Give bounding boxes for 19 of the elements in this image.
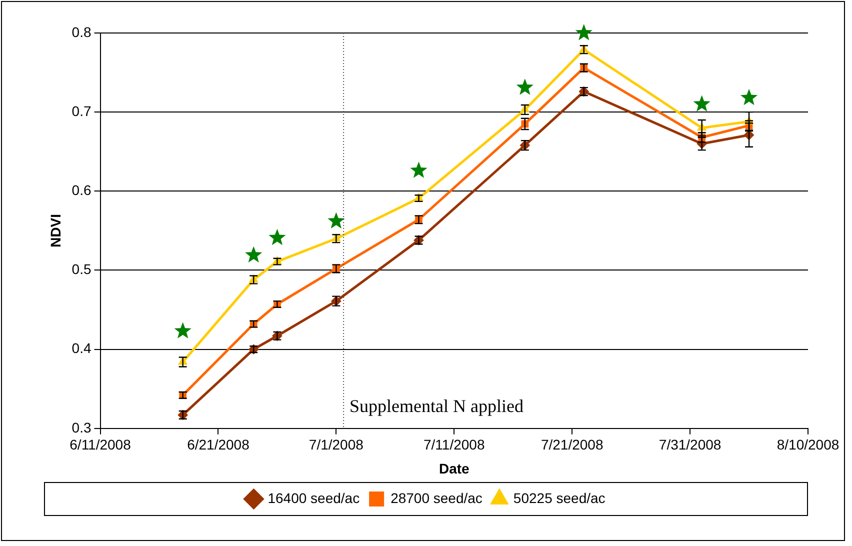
ref-line-label: Supplemental N applied	[350, 396, 524, 416]
legend-label: 16400 seed/ac	[268, 490, 360, 506]
x-tick-label: 8/10/2008	[776, 436, 840, 453]
x-tick-label: 6/21/2008	[187, 436, 250, 453]
y-axis-title: NDVI	[47, 214, 64, 248]
x-tick-label: 7/21/2008	[540, 436, 604, 453]
x-tick-label: 7/11/2008	[424, 436, 485, 453]
x-tick-label: 6/11/2008	[70, 436, 132, 453]
x-tick-label: 7/31/2008	[658, 436, 722, 453]
y-tick-label: 0.4	[72, 340, 92, 356]
y-tick-label: 0.5	[72, 261, 92, 278]
legend-label: 28700 seed/ac	[390, 490, 482, 506]
y-tick-label: 0.6	[72, 182, 92, 198]
y-tick-label: 0.3	[72, 419, 92, 436]
y-tick-label: 0.7	[72, 102, 92, 119]
y-tick-label: 0.8	[72, 24, 92, 40]
x-axis-title: Date	[438, 460, 470, 476]
legend-label: 50225 seed/ac	[513, 490, 606, 506]
x-tick-label: 7/1/2008	[308, 436, 364, 453]
